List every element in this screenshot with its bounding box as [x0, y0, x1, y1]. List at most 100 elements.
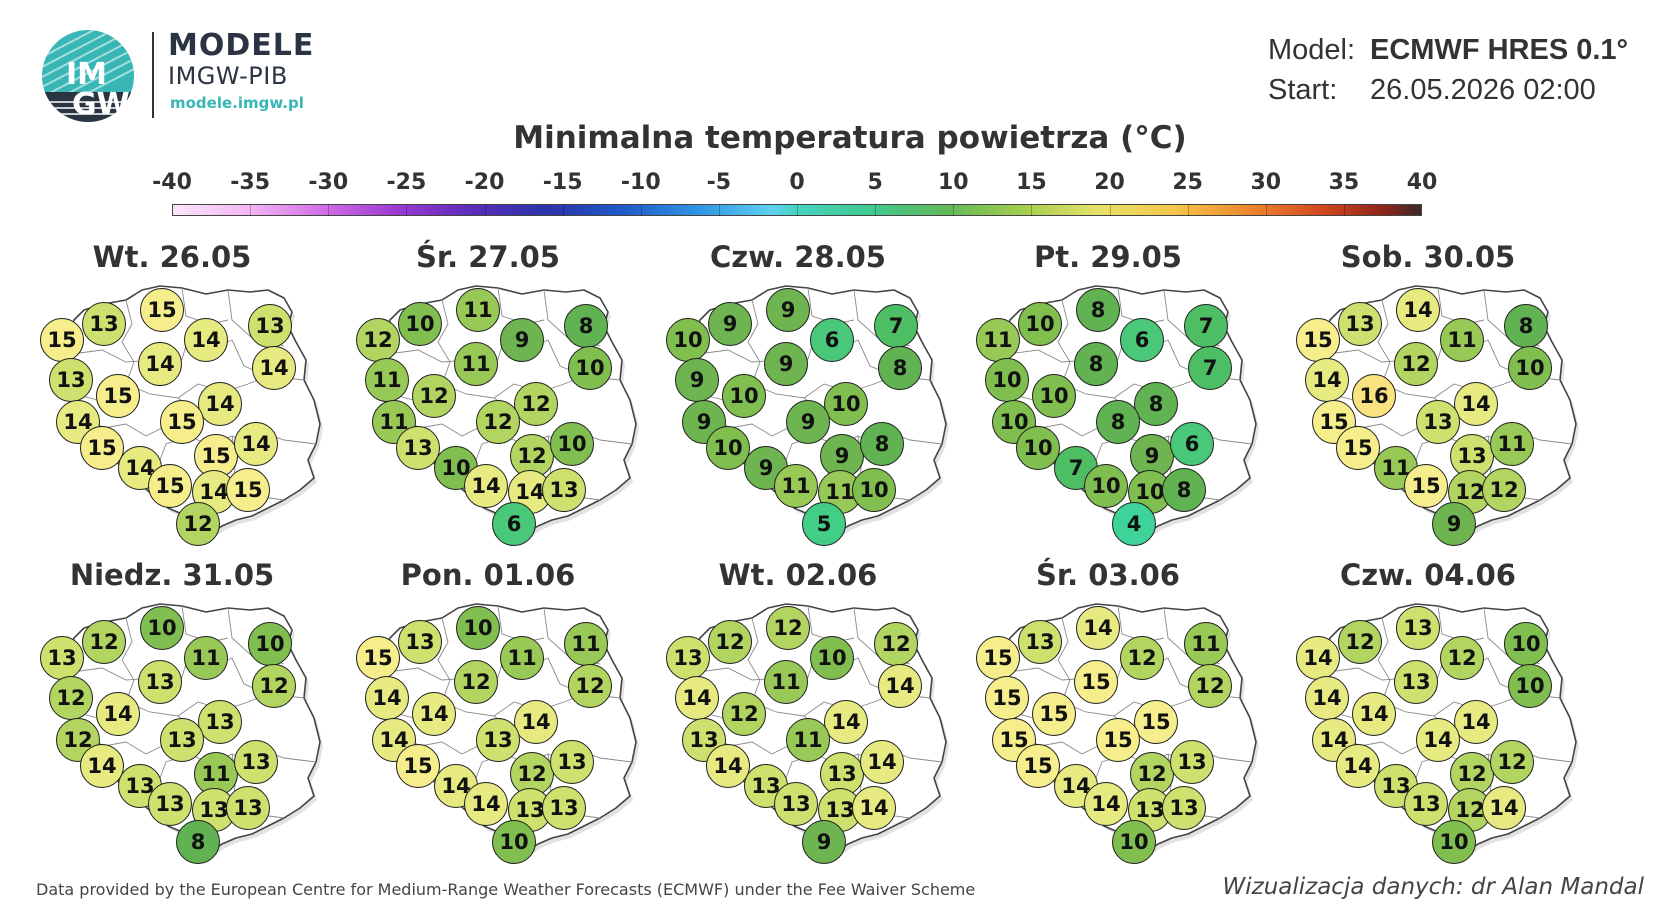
model-info: Model: ECMWF HRES 0.1° Start: 26.05.2026…: [1268, 30, 1668, 110]
panel-date-title: Śr. 03.06: [1036, 558, 1180, 592]
temperature-marker: 6: [1170, 422, 1214, 466]
temperature-marker: 11: [786, 718, 830, 762]
temperature-marker: 12: [82, 620, 126, 664]
voivodeship-border: [121, 299, 135, 385]
start-row: Start: 26.05.2026 02:00: [1268, 70, 1668, 110]
scale-tick-label: -25: [386, 170, 427, 195]
model-label: Model:: [1268, 34, 1356, 66]
forecast-panel: Śr. 27.05 12 10 11 9 8 10 11 11 12 12 11 12 13 12 10 10 1…: [338, 240, 639, 546]
scale-tick-label: -35: [230, 170, 270, 195]
temperature-marker: 12: [514, 382, 558, 426]
voivodeship-border: [1057, 617, 1071, 703]
temperature-marker: 12: [476, 400, 520, 444]
forecast-panel: Pon. 01.06 15 13 10 11 11 12 14 12 14 14 14 13 15 12 13…: [338, 558, 639, 864]
model-value: ECMWF HRES 0.1°: [1370, 34, 1629, 66]
temperature-marker: 10: [992, 400, 1036, 444]
forecast-panel: Wt. 26.05 15 13 15 14 13 14 13 14 15 14 14 15 15 15 14 1…: [22, 240, 323, 546]
temperature-marker: 13: [550, 740, 594, 784]
temperature-marker: 14: [234, 422, 278, 466]
voivodeship-border: [747, 299, 761, 385]
temperature-marker: 9: [764, 342, 808, 386]
temperature-marker: 13: [1404, 782, 1448, 826]
scale-tick-label: -20: [464, 170, 505, 195]
temperature-marker: 15: [976, 636, 1020, 680]
temperature-marker: 14: [1296, 636, 1340, 680]
temperature-marker: 5: [802, 502, 846, 546]
temperature-marker: 14: [1305, 676, 1349, 720]
panel-date-title: Niedz. 31.05: [69, 558, 275, 592]
map-title: Minimalna temperatura powietrza (°C): [0, 120, 1680, 156]
temperature-marker: 13: [148, 782, 192, 826]
temperature-marker: 6: [810, 318, 854, 362]
temperature-marker: 13: [774, 782, 818, 826]
start-label: Start:: [1268, 74, 1338, 106]
poland-map: 13 12 12 10 12 14 14 11 12 14 13 11 14 13 14 13 13 13 14 9: [648, 594, 949, 864]
temperature-marker: 15: [1096, 718, 1140, 762]
temperature-marker: 9: [786, 400, 830, 444]
temperature-marker: 8: [860, 422, 904, 466]
temperature-marker: 15: [1016, 744, 1060, 788]
logo-mark-bottom: GW: [72, 87, 130, 122]
scale-tick-label: -15: [542, 170, 583, 195]
temperature-marker: 14: [1054, 764, 1098, 808]
temperature-marker: 8: [1504, 304, 1548, 348]
scale-tick-mark: [1265, 204, 1267, 216]
temperature-marker: 13: [542, 786, 586, 830]
temperature-marker: 10: [1508, 346, 1552, 390]
temperature-marker: 14: [252, 346, 296, 390]
scale-tick-label: 0: [789, 170, 805, 195]
panel-date-title: Wt. 26.05: [92, 240, 252, 274]
temperature-marker: 7: [874, 304, 918, 348]
temperature-marker: 11: [764, 660, 808, 704]
temperature-marker: 10: [1032, 374, 1076, 418]
poland-map: 14 12 13 12 10 10 14 13 14 14 14 14 14 12 12 13 13 12 14 10: [1278, 594, 1579, 864]
temperature-marker: 7: [1184, 304, 1228, 348]
scale-tick-mark: [797, 204, 798, 216]
scale-tick-mark: [1109, 204, 1111, 216]
temperature-marker: 13: [1396, 606, 1440, 650]
temperature-marker: 8: [878, 346, 922, 390]
temperature-marker: 15: [985, 676, 1029, 720]
voivodeship-border: [121, 617, 135, 703]
scale-tick-label: 20: [1094, 170, 1125, 195]
forecast-panel: Czw. 04.06 14 12 13 12 10 10 14 13 14 14 14 14 14 12 12…: [1278, 558, 1579, 864]
scale-tick-mark: [328, 204, 330, 216]
temperature-marker: 11: [365, 358, 409, 402]
temperature-marker: 14: [1482, 786, 1526, 830]
temperature-marker: 7: [1188, 346, 1232, 390]
temperature-marker: 12: [412, 374, 456, 418]
temperature-marker: 8: [1162, 468, 1206, 512]
temperature-marker: 15: [148, 464, 192, 508]
temperature-marker: 13: [82, 302, 126, 346]
temperature-marker: 12: [176, 502, 220, 546]
temperature-marker: 12: [1482, 468, 1526, 512]
scale-tick-mark: [640, 204, 642, 216]
temperature-marker: 11: [1490, 422, 1534, 466]
temperature-marker: 14: [1454, 382, 1498, 426]
panel-date-title: Sob. 30.05: [1340, 240, 1516, 274]
logo-mark-top: IM: [66, 57, 107, 92]
scale-tick-label: 10: [937, 170, 969, 195]
scale-tick-label: 5: [867, 170, 883, 195]
temperature-marker: 12: [568, 664, 612, 708]
brand-subtitle: IMGW-PIB: [168, 62, 288, 90]
voivodeship-border: [1377, 617, 1391, 703]
temperature-marker: 14: [1084, 782, 1128, 826]
panel-date-title: Pt. 29.05: [1034, 240, 1182, 274]
temperature-marker: 10: [666, 318, 710, 362]
temperature-marker: 10: [706, 426, 750, 470]
temperature-marker: 6: [1120, 318, 1164, 362]
voivodeship-border: [1377, 299, 1391, 385]
temperature-marker: 10: [456, 606, 500, 650]
start-value: 26.05.2026 02:00: [1370, 74, 1596, 106]
temperature-marker: 8: [176, 820, 220, 864]
temperature-marker: 13: [234, 740, 278, 784]
temperature-marker: 12: [766, 606, 810, 650]
temperature-marker: 10: [492, 820, 536, 864]
data-source-note: Data provided by the European Centre for…: [36, 880, 976, 899]
temperature-marker: 13: [40, 636, 84, 680]
panel-date-title: Pon. 01.06: [400, 558, 576, 592]
brand-url[interactable]: modele.imgw.pl: [170, 94, 304, 112]
temperature-marker: 14: [1416, 718, 1460, 762]
scale-tick-label: -10: [620, 170, 661, 195]
